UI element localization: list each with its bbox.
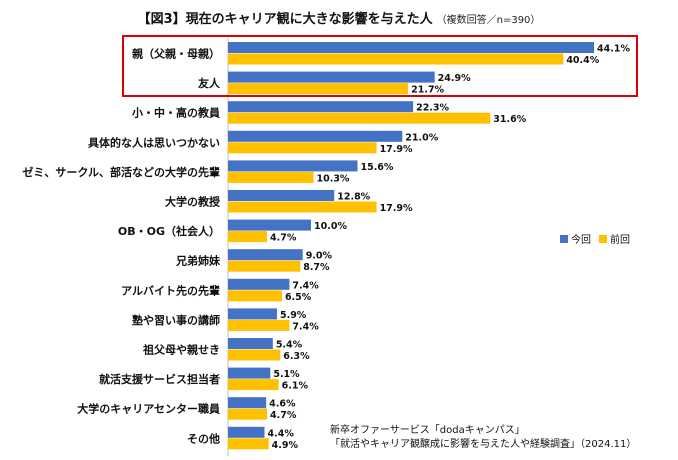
legend-swatch-current xyxy=(560,234,568,243)
data-label-previous: 7.4% xyxy=(292,321,319,332)
category-label: 大学のキャリアセンター職員 xyxy=(77,402,220,416)
bar-current xyxy=(228,278,290,290)
data-label-previous: 6.3% xyxy=(283,351,310,362)
category-label: ゼミ、サークル、部活などの大学の先輩 xyxy=(22,165,220,179)
data-label-current: 5.9% xyxy=(280,310,307,321)
data-label-previous: 4.7% xyxy=(270,410,297,421)
legend-label-current: 今回 xyxy=(571,235,591,246)
bar-current xyxy=(228,190,335,201)
data-label-current: 9.0% xyxy=(306,251,333,262)
category-label: 親（父親・母親） xyxy=(132,47,220,61)
data-label-previous: 31.6% xyxy=(493,114,526,125)
data-label-previous: 4.9% xyxy=(272,440,299,451)
category-label: 就活支援サービス担当者 xyxy=(99,372,220,386)
chart-title-text: 【図3】現在のキャリア観に大きな影響を与えた人 xyxy=(137,12,433,27)
bar-previous xyxy=(228,83,409,95)
bar-previous xyxy=(228,290,282,302)
bar-current xyxy=(228,308,277,320)
highlight-box xyxy=(122,35,638,97)
category-label: 具体的な人は思いつかない xyxy=(88,135,220,149)
bar-previous xyxy=(228,408,268,420)
legend-item-previous: 前回 xyxy=(599,231,630,246)
bar-previous xyxy=(228,171,314,183)
data-label-current: 15.6% xyxy=(360,162,393,173)
source-line-1: 新卒オファーサービス「dodaキャンパス」 xyxy=(330,425,525,436)
data-label-previous: 21.7% xyxy=(411,85,444,96)
bar-previous xyxy=(228,438,269,450)
data-label-previous: 8.7% xyxy=(303,262,330,273)
bar-previous xyxy=(228,349,281,361)
data-label-previous: 4.7% xyxy=(270,233,297,244)
category-label: アルバイト先の先輩 xyxy=(121,283,220,297)
data-label-current: 21.0% xyxy=(405,132,438,143)
chart-subtitle: （複数回答／n=390） xyxy=(436,15,541,26)
legend-label-previous: 前回 xyxy=(610,235,630,246)
data-label-previous: 17.9% xyxy=(380,144,413,155)
source-note: 新卒オファーサービス「dodaキャンパス」 「就活やキャリア観醸成に影響を与えた… xyxy=(330,424,636,452)
data-label-previous: 6.5% xyxy=(285,292,312,303)
category-label: 友人 xyxy=(198,76,221,90)
bar-current xyxy=(228,71,435,83)
bar-previous xyxy=(228,319,290,331)
data-label-current: 24.9% xyxy=(438,73,471,84)
bar-previous xyxy=(228,231,268,243)
bar-current xyxy=(228,397,267,409)
category-label: 小・中・高の教員 xyxy=(131,106,220,120)
bar-previous xyxy=(228,379,279,391)
bar-current xyxy=(228,367,271,379)
data-label-current: 22.3% xyxy=(416,103,449,114)
data-label-current: 44.1% xyxy=(597,44,630,55)
category-label: 塾や習い事の講師 xyxy=(132,313,220,327)
data-label-previous: 17.9% xyxy=(380,203,413,214)
bar-current xyxy=(228,101,414,113)
bar-current xyxy=(228,42,595,53)
category-label: 兄弟姉妹 xyxy=(175,254,221,268)
data-label-previous: 10.3% xyxy=(316,173,349,184)
legend-item-current: 今回 xyxy=(560,231,591,246)
data-label-current: 4.6% xyxy=(269,399,296,410)
category-label: その他 xyxy=(187,431,220,445)
source-line-2: 「就活やキャリア観醸成に影響を与えた人や経験調査」（2024.11） xyxy=(330,439,637,450)
bar-previous xyxy=(228,142,377,154)
category-label: 大学の教授 xyxy=(165,195,221,209)
data-label-current: 12.8% xyxy=(337,192,370,203)
bar-previous xyxy=(228,112,491,124)
bar-current xyxy=(228,130,403,142)
data-label-current: 5.1% xyxy=(273,369,300,380)
bar-current xyxy=(228,249,303,261)
bar-current xyxy=(228,219,311,231)
data-label-current: 4.4% xyxy=(268,428,295,439)
bar-previous xyxy=(228,201,377,213)
data-label-current: 7.4% xyxy=(292,280,319,291)
category-label: OB・OG（社会人） xyxy=(118,224,220,238)
category-label: 祖父母や親せき xyxy=(142,343,220,357)
bar-current xyxy=(228,160,358,172)
bar-previous xyxy=(228,53,564,65)
data-label-current: 5.4% xyxy=(276,340,303,351)
data-label-current: 10.0% xyxy=(314,221,347,232)
legend-swatch-previous xyxy=(599,234,607,243)
chart-title: 【図3】現在のキャリア観に大きな影響を与えた人 （複数回答／n=390） xyxy=(0,8,678,27)
data-label-previous: 40.4% xyxy=(566,55,599,66)
data-label-previous: 6.1% xyxy=(282,381,309,392)
bar-current xyxy=(228,338,273,349)
bar-previous xyxy=(228,260,301,272)
bar-current xyxy=(228,426,265,438)
legend: 今回 前回 xyxy=(560,231,630,246)
